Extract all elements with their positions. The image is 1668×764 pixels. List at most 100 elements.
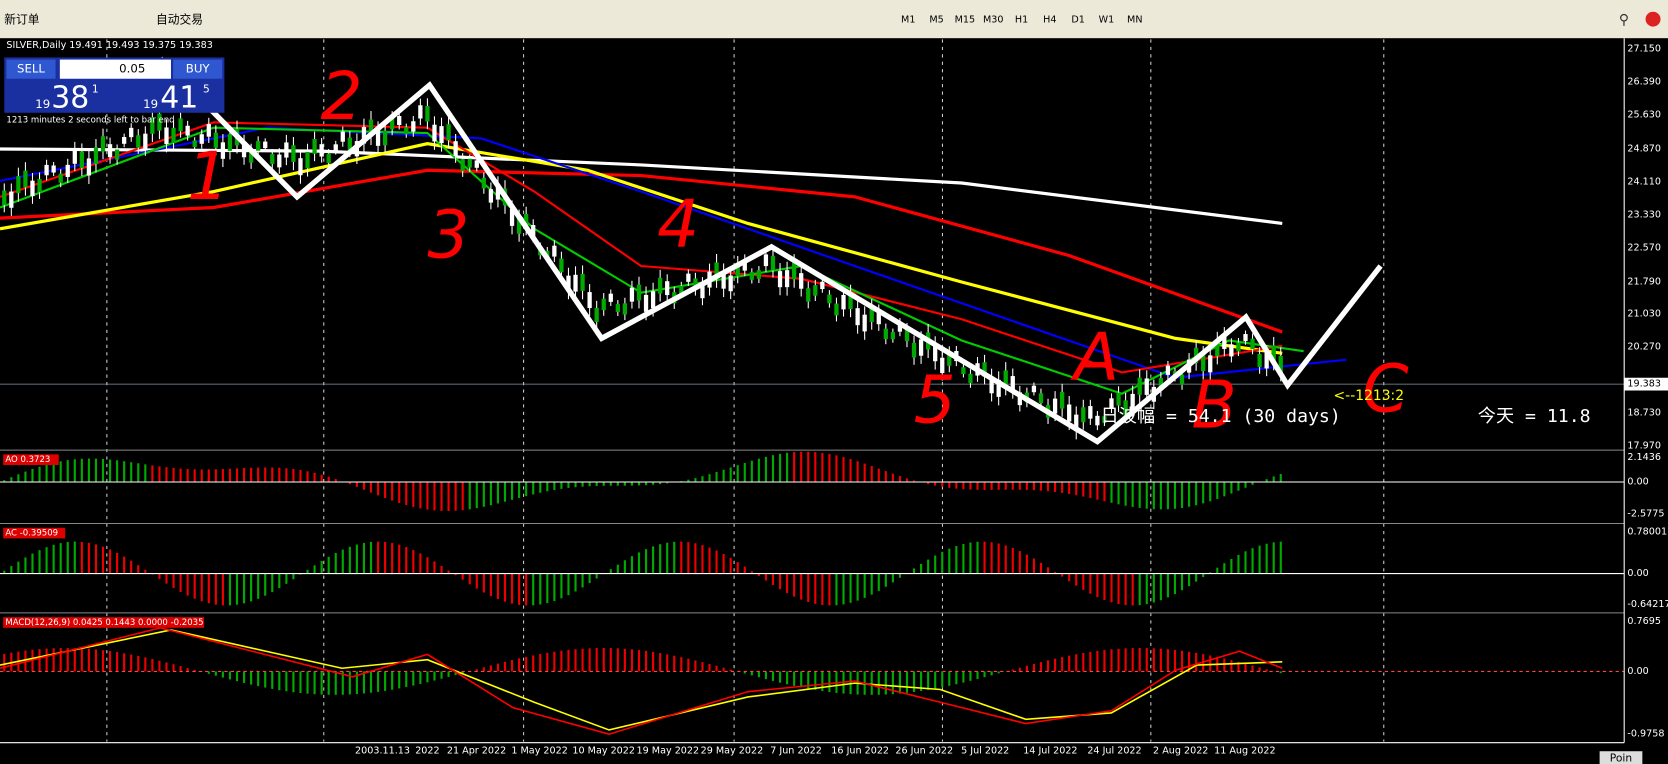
ao-bar bbox=[701, 476, 704, 483]
candle-body bbox=[474, 160, 479, 168]
candle-body bbox=[284, 142, 289, 158]
macd-bar bbox=[447, 671, 450, 677]
candle-body bbox=[608, 293, 613, 302]
macd-bar bbox=[976, 671, 979, 680]
candle-body bbox=[107, 144, 113, 158]
ao-bar bbox=[101, 458, 105, 483]
macd-bar bbox=[673, 655, 676, 672]
new-order[interactable]: 新订单 bbox=[4, 13, 40, 27]
macd-bar bbox=[609, 648, 612, 672]
ao-bar bbox=[630, 482, 634, 486]
candle-body bbox=[227, 133, 233, 151]
candle-body bbox=[742, 259, 747, 271]
date-label: 14 Jul 2022 bbox=[1023, 746, 1077, 757]
timeframe[interactable]: M1 bbox=[901, 15, 915, 26]
ao-bar bbox=[391, 482, 394, 501]
ao-bar bbox=[278, 467, 281, 483]
ac-bar bbox=[412, 549, 415, 574]
ac-bar bbox=[1032, 558, 1035, 574]
ac-bar bbox=[45, 547, 48, 574]
candle-body bbox=[488, 189, 494, 203]
ao-bar bbox=[722, 469, 725, 483]
candle-body bbox=[143, 133, 148, 149]
candle-body bbox=[1088, 406, 1093, 419]
macd-bar bbox=[532, 655, 535, 672]
macd-bar bbox=[1258, 667, 1261, 672]
macd-bar bbox=[539, 654, 542, 672]
ao-bar bbox=[510, 482, 514, 500]
candle-body bbox=[566, 275, 571, 292]
macd-bar bbox=[454, 671, 457, 675]
timeframe[interactable]: M15 bbox=[955, 15, 975, 26]
buy-label: BUY bbox=[186, 62, 211, 76]
timeframe[interactable]: MN bbox=[1127, 15, 1142, 26]
indicator-tick: 0.00 bbox=[1627, 666, 1648, 677]
lot-input[interactable] bbox=[59, 59, 171, 79]
candle-body bbox=[312, 138, 317, 154]
ao-bar bbox=[743, 462, 746, 483]
ac-bar bbox=[842, 573, 845, 605]
ao-bar bbox=[778, 453, 782, 483]
auto-trading[interactable]: 自动交易 bbox=[156, 13, 203, 27]
macd-signal bbox=[0, 629, 1283, 731]
ac-bar bbox=[955, 546, 958, 574]
macd-bar bbox=[821, 671, 824, 692]
timeframe[interactable]: W1 bbox=[1099, 15, 1115, 26]
timeframe[interactable]: D1 bbox=[1071, 15, 1085, 26]
ac-bar bbox=[1138, 573, 1141, 606]
ac-bar bbox=[1159, 573, 1162, 601]
macd-line bbox=[0, 626, 1283, 736]
sell-button[interactable] bbox=[6, 59, 56, 79]
timeframe[interactable]: M5 bbox=[929, 15, 943, 26]
macd-bar bbox=[870, 671, 873, 695]
ac-bar bbox=[398, 544, 401, 574]
macd-bar bbox=[292, 671, 295, 693]
ao-bar bbox=[376, 482, 380, 496]
macd-bar bbox=[116, 652, 119, 672]
candle-body bbox=[319, 144, 324, 157]
timeframe[interactable]: M30 bbox=[983, 15, 1003, 26]
macd-bar bbox=[489, 665, 492, 672]
candle-body bbox=[904, 328, 910, 342]
ac-bar bbox=[369, 541, 373, 574]
price-tick: 25.630 bbox=[1627, 109, 1661, 120]
ao-bar bbox=[927, 482, 930, 485]
candle-body bbox=[855, 308, 860, 326]
candle-body bbox=[721, 271, 726, 289]
wave-3: 3 bbox=[427, 197, 469, 274]
candle-body bbox=[820, 281, 825, 290]
timeframe[interactable]: H1 bbox=[1015, 15, 1028, 26]
candle-body bbox=[911, 342, 917, 358]
macd-bar bbox=[327, 671, 330, 695]
ao-bar bbox=[1265, 479, 1268, 483]
ac-bar bbox=[644, 549, 648, 574]
ac-bar bbox=[525, 573, 528, 606]
ao-bar bbox=[567, 482, 570, 488]
notify[interactable] bbox=[1645, 11, 1661, 27]
price-tick: 27.150 bbox=[1627, 43, 1661, 54]
date-label: 19 May 2022 bbox=[637, 746, 700, 757]
ao-bar bbox=[454, 482, 457, 511]
ao-bar bbox=[595, 482, 598, 486]
macd-bar bbox=[80, 648, 83, 672]
candle-body bbox=[418, 105, 423, 119]
search-icon[interactable]: ⚲ bbox=[1619, 12, 1629, 28]
macd-bar bbox=[1173, 649, 1177, 672]
timeframe[interactable]: H4 bbox=[1043, 15, 1056, 26]
macd-bar bbox=[814, 671, 817, 690]
macd-bar bbox=[729, 669, 732, 672]
ao-bar bbox=[602, 482, 605, 486]
corner-button[interactable] bbox=[1599, 751, 1643, 764]
candle-body bbox=[1017, 392, 1022, 406]
macd-bar bbox=[369, 671, 373, 693]
ao-bar bbox=[764, 456, 768, 483]
candle-body bbox=[213, 132, 218, 148]
indicator-tick: 0.78001 bbox=[1627, 527, 1667, 538]
candle-body bbox=[827, 294, 832, 304]
ac-bar bbox=[172, 573, 175, 588]
ao-bar bbox=[842, 457, 845, 483]
ac-bar bbox=[440, 565, 443, 574]
buy-button[interactable] bbox=[173, 59, 223, 79]
ao-bar bbox=[1025, 482, 1028, 490]
macd-bar bbox=[376, 671, 380, 692]
